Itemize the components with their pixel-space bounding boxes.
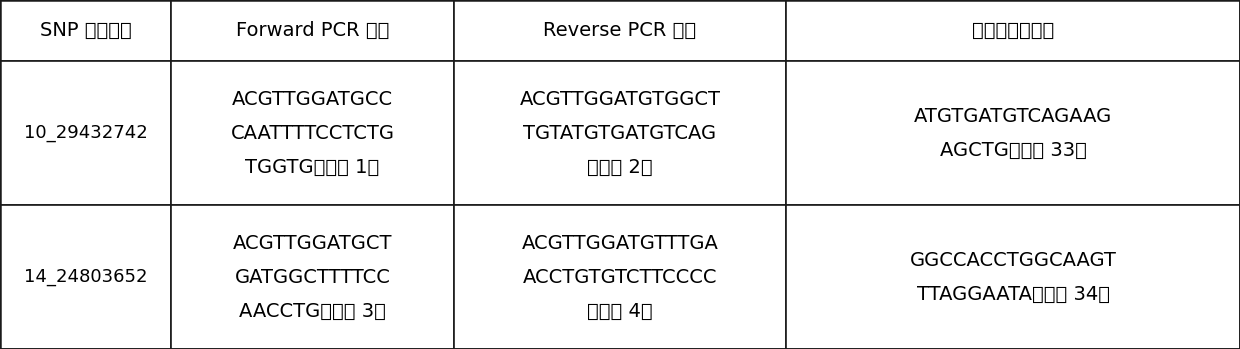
Bar (454, 61, 786, 205)
Text: ACGTTGGATGTGGCT
TGTATGTGATGTCAG
（序列 2）: ACGTTGGATGTGGCT TGTATGTGATGTCAG （序列 2） (520, 90, 720, 177)
Text: ACGTTGGATGTTTGA
ACCTGTGTCTTCCCC
（序列 4）: ACGTTGGATGTTTGA ACCTGTGTCTTCCCC （序列 4） (522, 233, 718, 320)
Bar (171, 0, 454, 61)
Bar (786, 61, 1240, 205)
Bar (171, 61, 454, 205)
Text: 14_24803652: 14_24803652 (24, 268, 148, 286)
Text: ATGTGATGTCAGAAG
AGCTG（序列 33）: ATGTGATGTCAGAAG AGCTG（序列 33） (914, 106, 1112, 159)
Bar (786, 0, 1240, 61)
Text: GGCCACCTGGCAAGT
TTAGGAATA（序列 34）: GGCCACCTGGCAAGT TTAGGAATA（序列 34） (910, 251, 1116, 304)
Text: Forward PCR 引物: Forward PCR 引物 (236, 21, 389, 40)
Text: ACGTTGGATGCC
CAATTTTCCTCTG
TGGTG（序列 1）: ACGTTGGATGCC CAATTTTCCTCTG TGGTG（序列 1） (231, 90, 394, 177)
Text: 单碳基延伸引物: 单碳基延伸引物 (972, 21, 1054, 40)
Text: 10_29432742: 10_29432742 (24, 124, 148, 142)
Text: Reverse PCR 引物: Reverse PCR 引物 (543, 21, 697, 40)
Bar (454, 0, 786, 61)
Text: SNP 物理位置: SNP 物理位置 (40, 21, 131, 40)
Bar (0, 0, 171, 61)
Bar (171, 205, 454, 349)
Bar (786, 205, 1240, 349)
Text: ACGTTGGATGCT
GATGGCTTTTCC
AACCTG（序列 3）: ACGTTGGATGCT GATGGCTTTTCC AACCTG（序列 3） (233, 233, 392, 320)
Bar (0, 205, 171, 349)
Bar (0, 61, 171, 205)
Bar (454, 205, 786, 349)
